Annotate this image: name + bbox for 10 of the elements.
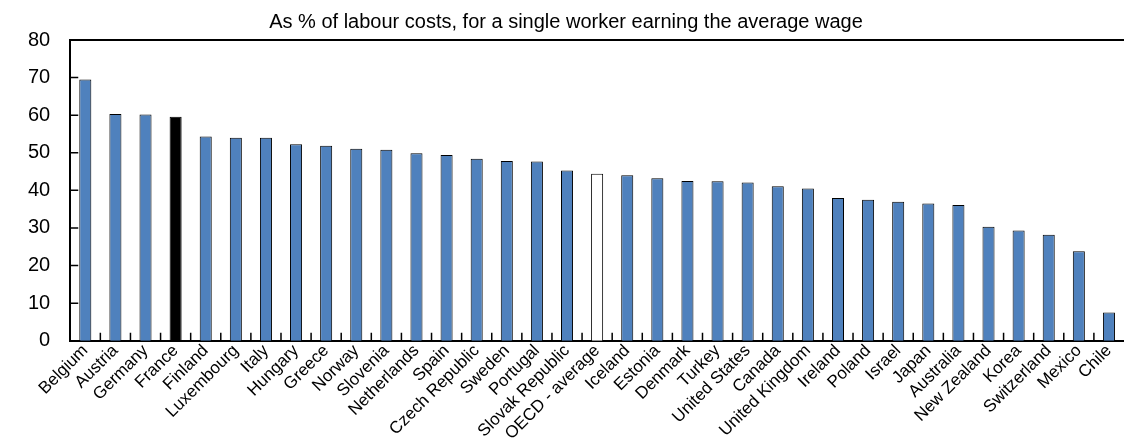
y-tick-label: 0 <box>39 328 51 351</box>
y-tick-label: 10 <box>28 290 51 313</box>
y-tick-label: 50 <box>28 140 51 163</box>
y-tick-label: 80 <box>28 27 51 50</box>
y-tick-label: 30 <box>28 215 51 238</box>
y-tick-label: 60 <box>28 102 51 125</box>
y-tick-label: 40 <box>28 177 51 200</box>
y-tick-label: 20 <box>28 253 51 276</box>
y-tick-label: 70 <box>28 65 51 88</box>
chart-title: As % of labour costs, for a single worker earning the average wage <box>269 9 863 32</box>
